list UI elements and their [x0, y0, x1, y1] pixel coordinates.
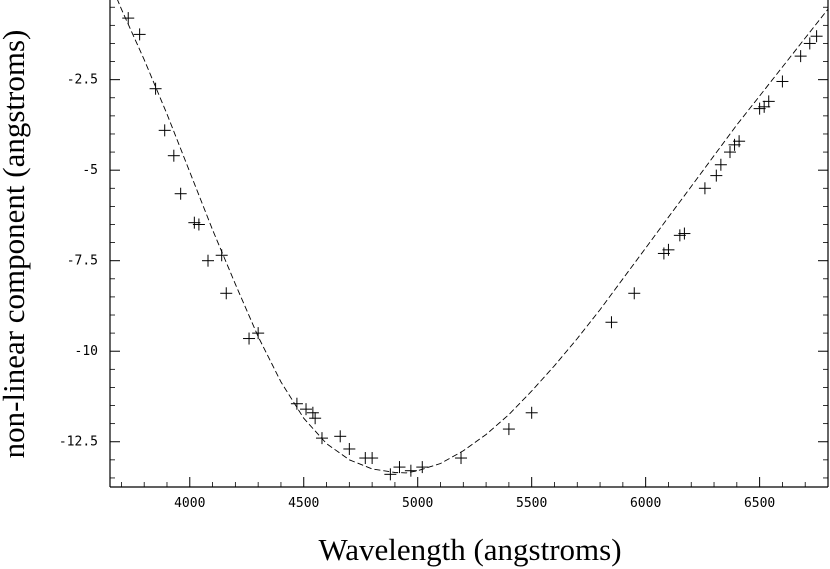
data-point — [158, 124, 171, 137]
data-point — [343, 442, 356, 455]
data-point — [133, 28, 146, 41]
x-tick-label: 4000 — [174, 496, 205, 511]
data-point — [290, 397, 303, 410]
y-tick-label: -5 — [82, 163, 98, 178]
data-point — [252, 327, 265, 340]
data-point — [794, 50, 807, 63]
data-point — [762, 95, 775, 108]
data-point — [605, 316, 618, 329]
data-point — [192, 218, 205, 231]
data-point — [215, 249, 228, 262]
plot-frame — [109, 0, 829, 488]
data-points-layer — [122, 12, 823, 481]
data-point — [188, 216, 201, 229]
data-point — [384, 468, 397, 481]
data-point — [753, 102, 766, 115]
data-point — [673, 229, 686, 242]
x-tick-label: 5500 — [516, 496, 547, 511]
y-tick-label: -10 — [75, 344, 98, 359]
data-point — [678, 227, 691, 240]
data-point — [220, 287, 233, 300]
x-tick-label: 5000 — [402, 496, 433, 511]
data-point — [202, 254, 215, 267]
data-point — [334, 430, 347, 443]
data-point — [122, 12, 135, 25]
data-point — [714, 158, 727, 171]
data-point — [810, 30, 823, 43]
x-tick-label: 4500 — [288, 496, 319, 511]
data-point — [525, 406, 538, 419]
data-point — [306, 406, 319, 419]
data-point — [167, 149, 180, 162]
data-point — [393, 461, 406, 474]
data-point — [710, 169, 723, 182]
data-point — [315, 432, 328, 445]
y-axis-ticks: -2.5 -5 -7.5 -10 -12.5 — [59, 6, 828, 479]
data-point — [309, 412, 322, 425]
x-tick-label: 6500 — [744, 496, 775, 511]
data-point — [723, 146, 736, 159]
x-axis-title: Wavelength (angstroms) — [318, 532, 621, 567]
data-point — [628, 287, 641, 300]
data-point — [776, 75, 789, 88]
data-point — [662, 243, 675, 256]
data-point — [174, 187, 187, 200]
x-tick-label: 6000 — [630, 496, 661, 511]
y-tick-label: -2.5 — [67, 73, 98, 88]
fit-curve — [117, 0, 828, 474]
data-point — [300, 403, 313, 416]
data-point — [243, 332, 256, 345]
y-tick-label: -12.5 — [59, 435, 98, 450]
y-axis-title: non-linear component (angstroms) — [0, 30, 31, 459]
data-point — [149, 82, 162, 95]
data-point — [416, 461, 429, 474]
x-axis-ticks: 4000 4500 5000 5500 6000 6500 — [120, 477, 829, 511]
data-point — [698, 182, 711, 195]
data-point — [733, 135, 746, 148]
data-point — [502, 423, 515, 436]
data-point — [758, 100, 771, 113]
data-point — [404, 464, 417, 477]
data-point — [455, 452, 468, 465]
data-point — [366, 452, 379, 465]
data-point — [803, 37, 816, 50]
y-tick-label: -7.5 — [67, 254, 98, 269]
fit-curve-layer — [117, 0, 828, 474]
